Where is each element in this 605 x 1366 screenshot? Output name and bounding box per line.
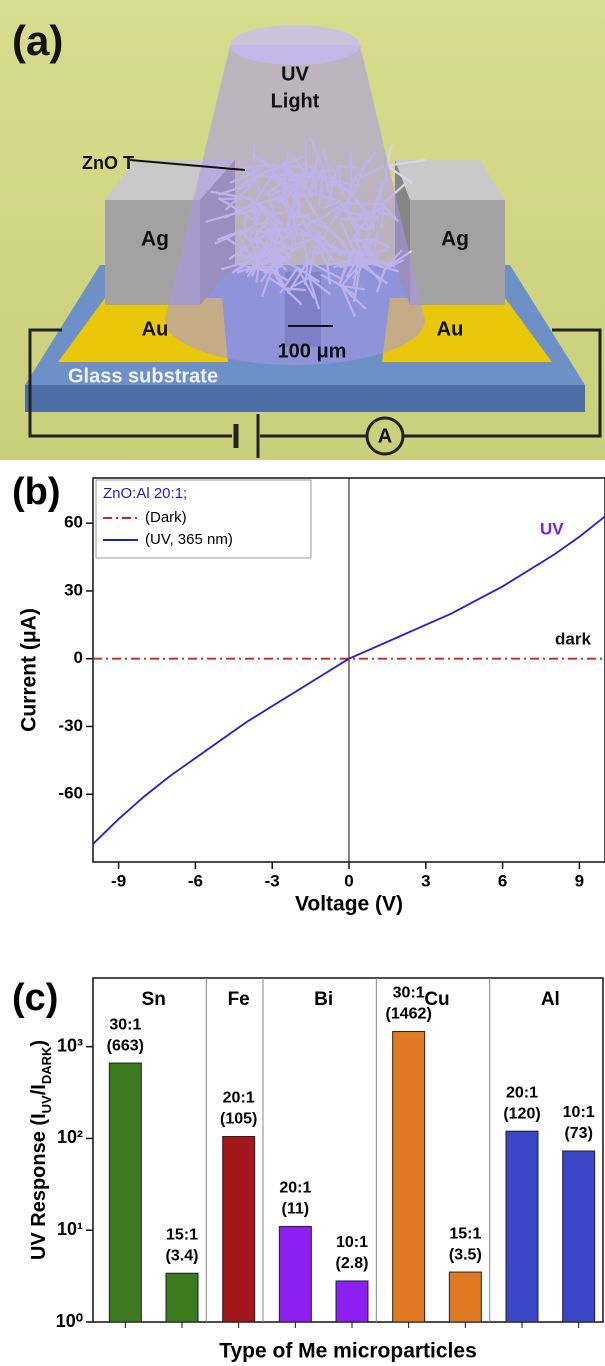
y-tick-label: 0 (74, 648, 83, 667)
ag-block (410, 200, 505, 305)
legend-title: ZnO:Al 20:1; (103, 485, 187, 502)
wire (403, 328, 602, 438)
uv-label: Light (271, 90, 320, 112)
legend-label: (Dark) (145, 509, 187, 526)
value-label: (11) (282, 1201, 310, 1218)
bar (562, 1150, 596, 1323)
bar-category: 30:1 (109, 1016, 141, 1033)
y-tick-label: 10³ (57, 1035, 83, 1055)
value-label: (2.8) (336, 1255, 369, 1272)
glass-front (25, 385, 585, 412)
y-tick-label: 30 (64, 580, 83, 599)
bar (222, 1135, 256, 1323)
value-label: (73) (564, 1125, 592, 1142)
zno-label: ZnO T (82, 153, 134, 173)
group-label: Sn (142, 989, 166, 1010)
legend-box (95, 479, 312, 559)
uv-label: UV (281, 63, 309, 85)
bar (392, 1031, 426, 1323)
ag-label: Ag (141, 228, 169, 251)
bar (335, 1280, 369, 1323)
bar (108, 1062, 142, 1323)
bar-category: 20:1 (223, 1090, 255, 1107)
x-tick-label: -9 (111, 871, 126, 890)
bar (448, 1271, 482, 1323)
y-axis-title-part: UV Response (I (28, 1113, 50, 1260)
y-tick-label: -30 (58, 716, 83, 735)
x-tick-label: -6 (188, 871, 203, 890)
ag-block (395, 160, 505, 200)
value-label: (105) (220, 1111, 257, 1128)
bar (278, 1225, 312, 1323)
x-axis-title: Voltage (V) (295, 893, 403, 916)
value-label: (663) (107, 1037, 144, 1054)
y-axis-title-part: /I (28, 1084, 50, 1095)
bar (165, 1272, 199, 1323)
annotation: dark (555, 629, 591, 648)
y-axis-title-part: UV (39, 1095, 54, 1113)
y-axis-title: UV Response (IUV/IDARK) (28, 1040, 54, 1260)
group-label: Cu (424, 989, 449, 1010)
panel-label: (a) (12, 17, 63, 64)
arrow (129, 159, 246, 171)
y-tick-label: 60 (64, 513, 83, 532)
group-label: Bi (314, 989, 333, 1010)
x-tick-label: 0 (344, 871, 353, 890)
au-label: Au (437, 318, 464, 340)
bar-category: 10:1 (563, 1104, 595, 1121)
y-axis-title: Current (μA) (18, 608, 41, 732)
x-tick-label: -3 (265, 871, 280, 890)
bar-category: 20:1 (506, 1084, 538, 1101)
wire (28, 328, 232, 438)
x-axis-title: Type of Me microparticles (219, 1340, 477, 1363)
bar-category: 15:1 (449, 1225, 481, 1242)
y-axis-title-part: ) (28, 1040, 50, 1047)
bar-category: 30:1 (393, 985, 425, 1002)
value-label: (1462) (386, 1006, 432, 1023)
annotation: UV (540, 519, 564, 538)
bar (505, 1130, 539, 1323)
au-pad (382, 298, 552, 362)
group-label: Al (541, 989, 560, 1010)
gap-label: 100 μm (278, 340, 347, 362)
panel-label: (b) (12, 471, 61, 513)
au-label: Au (142, 318, 169, 340)
tetrapod-arm (386, 158, 427, 167)
legend-label: (UV, 365 nm) (145, 531, 233, 548)
line-series (92, 515, 605, 845)
value-label: (3.5) (449, 1246, 482, 1263)
value-label: (120) (503, 1105, 540, 1122)
x-tick-label: 6 (498, 871, 507, 890)
y-tick-label: 10¹ (57, 1219, 83, 1239)
ammeter (365, 416, 405, 456)
group-label: Fe (228, 989, 250, 1010)
y-axis-title-part: DARK (39, 1046, 54, 1084)
x-tick-label: 9 (575, 871, 584, 890)
x-tick-label: 3 (421, 871, 430, 890)
panel-a: (a) UV Light ZnO T Ag Ag Au Au 100 μm Gl… (0, 0, 605, 460)
panel-label: (c) (12, 977, 58, 1019)
y-tick-label: 10⁰ (56, 1311, 83, 1331)
ag-label: Ag (441, 228, 469, 251)
bar-category: 10:1 (336, 1234, 368, 1251)
value-label: (3.4) (166, 1247, 199, 1264)
substrate-label: Glass substrate (68, 365, 218, 387)
y-tick-label: -60 (58, 784, 83, 803)
bar-category: 15:1 (166, 1226, 198, 1243)
y-tick-label: 10² (57, 1127, 83, 1147)
uv-cone (165, 45, 425, 365)
uv-cone-top (230, 25, 360, 65)
tetrapod-arm (386, 164, 413, 185)
ammeter-label: A (378, 425, 392, 447)
bar-category: 20:1 (279, 1180, 311, 1197)
